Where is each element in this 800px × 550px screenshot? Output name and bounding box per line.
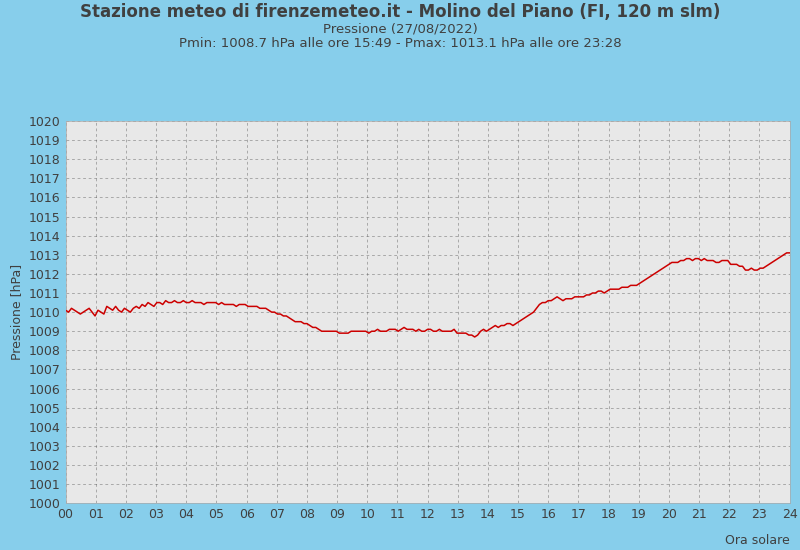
Text: Pressione (27/08/2022): Pressione (27/08/2022) — [322, 22, 478, 35]
Y-axis label: Pressione [hPa]: Pressione [hPa] — [10, 264, 23, 360]
Text: Stazione meteo di firenzemeteo.it - Molino del Piano (FI, 120 m slm): Stazione meteo di firenzemeteo.it - Moli… — [80, 3, 720, 21]
Text: Pmin: 1008.7 hPa alle ore 15:49 - Pmax: 1013.1 hPa alle ore 23:28: Pmin: 1008.7 hPa alle ore 15:49 - Pmax: … — [178, 37, 622, 51]
Text: Ora solare: Ora solare — [725, 534, 790, 547]
